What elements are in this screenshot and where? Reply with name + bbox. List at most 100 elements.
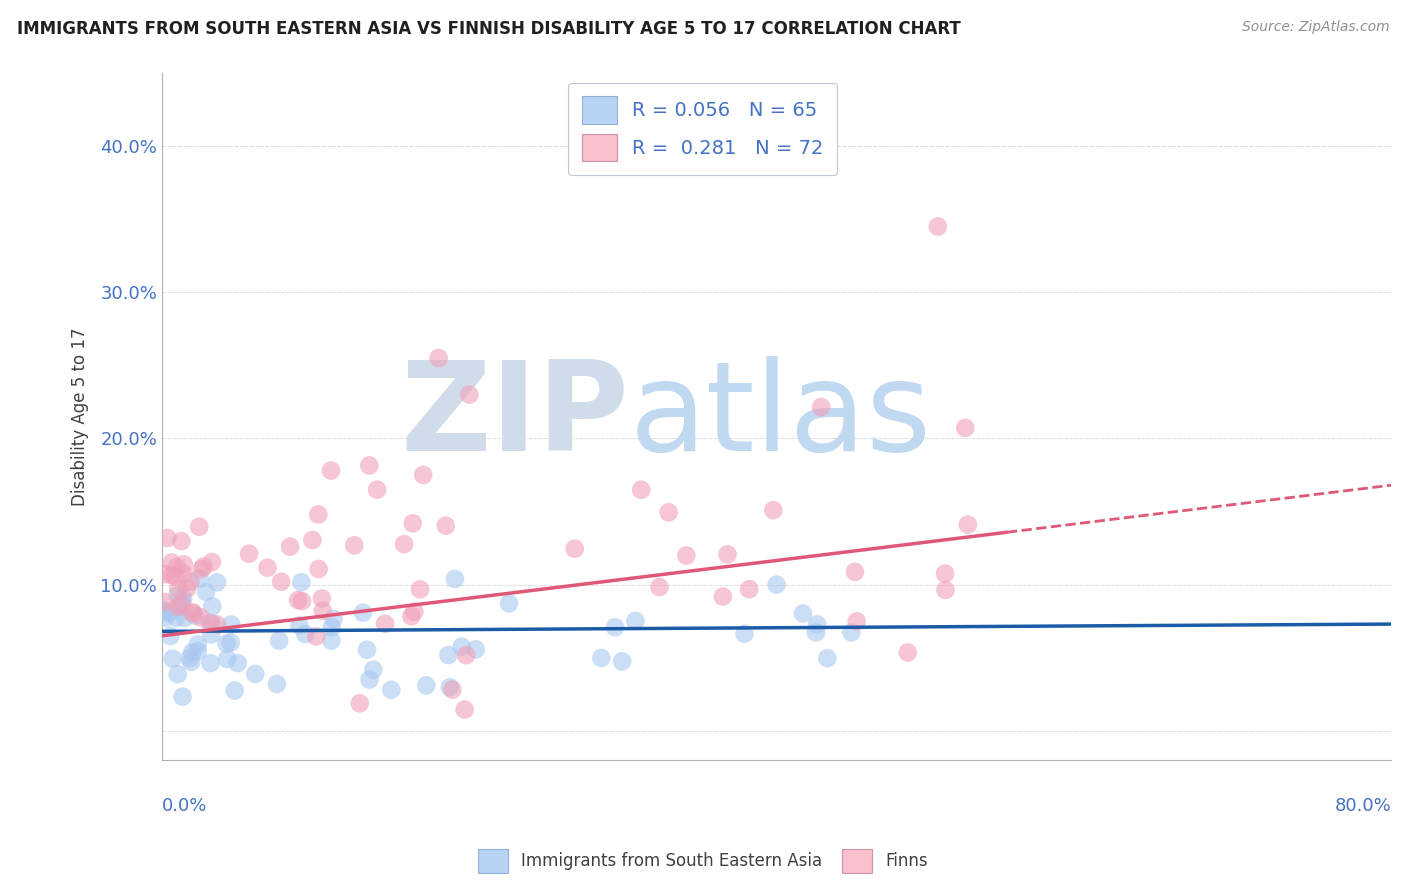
Point bbox=[427, 351, 450, 365]
Point bbox=[188, 572, 211, 586]
Point bbox=[934, 566, 956, 581]
Point bbox=[160, 568, 183, 582]
Point bbox=[181, 645, 204, 659]
Point bbox=[287, 593, 309, 607]
Point bbox=[380, 682, 402, 697]
Point bbox=[165, 569, 187, 583]
Point bbox=[401, 609, 423, 624]
Point bbox=[844, 565, 866, 579]
Point bbox=[181, 606, 204, 620]
Point bbox=[215, 637, 238, 651]
Point bbox=[412, 467, 434, 482]
Point bbox=[188, 520, 211, 534]
Point bbox=[311, 591, 333, 606]
Point bbox=[152, 603, 174, 617]
Point bbox=[256, 560, 278, 574]
Point bbox=[308, 562, 330, 576]
Point bbox=[658, 505, 681, 519]
Point bbox=[217, 652, 239, 666]
Point bbox=[195, 585, 218, 599]
Point bbox=[359, 458, 381, 473]
Point bbox=[266, 677, 288, 691]
Point bbox=[464, 642, 486, 657]
Point bbox=[165, 611, 187, 625]
Point bbox=[806, 617, 828, 632]
Text: 0.0%: 0.0% bbox=[162, 797, 208, 814]
Point bbox=[169, 600, 191, 615]
Point bbox=[356, 642, 378, 657]
Point bbox=[221, 617, 243, 632]
Point bbox=[226, 656, 249, 670]
Point bbox=[170, 534, 193, 549]
Point bbox=[765, 577, 787, 591]
Text: IMMIGRANTS FROM SOUTH EASTERN ASIA VS FINNISH DISABILITY AGE 5 TO 17 CORRELATION: IMMIGRANTS FROM SOUTH EASTERN ASIA VS FI… bbox=[17, 20, 960, 37]
Point bbox=[198, 615, 221, 630]
Point bbox=[172, 690, 194, 704]
Point bbox=[675, 549, 697, 563]
Text: Source: ZipAtlas.com: Source: ZipAtlas.com bbox=[1241, 20, 1389, 34]
Point bbox=[498, 596, 520, 610]
Point bbox=[322, 612, 344, 626]
Point bbox=[956, 517, 979, 532]
Point bbox=[307, 508, 329, 522]
Point bbox=[343, 538, 366, 552]
Point bbox=[193, 559, 215, 574]
Point bbox=[153, 605, 176, 619]
Point bbox=[172, 566, 194, 581]
Point bbox=[711, 590, 734, 604]
Point bbox=[434, 518, 457, 533]
Point bbox=[738, 582, 761, 597]
Point bbox=[173, 558, 195, 572]
Point bbox=[815, 651, 838, 665]
Point bbox=[733, 626, 755, 640]
Point bbox=[157, 606, 180, 620]
Point bbox=[153, 567, 176, 582]
Point bbox=[162, 651, 184, 665]
Point bbox=[453, 702, 475, 716]
Point bbox=[224, 683, 246, 698]
Point bbox=[359, 673, 381, 687]
Point bbox=[404, 605, 426, 619]
Point bbox=[437, 648, 460, 662]
Point bbox=[290, 575, 312, 590]
Point bbox=[792, 607, 814, 621]
Point bbox=[201, 616, 224, 631]
Point bbox=[201, 555, 224, 569]
Text: 80.0%: 80.0% bbox=[1334, 797, 1391, 814]
Point bbox=[591, 651, 613, 665]
Point bbox=[153, 595, 176, 609]
Point bbox=[564, 541, 586, 556]
Point bbox=[200, 627, 222, 641]
Point bbox=[166, 589, 188, 603]
Point bbox=[205, 575, 228, 590]
Point bbox=[402, 516, 425, 531]
Point bbox=[366, 483, 388, 497]
Point bbox=[319, 464, 342, 478]
Point bbox=[845, 615, 868, 629]
Point bbox=[201, 599, 224, 614]
Point bbox=[409, 582, 432, 597]
Point bbox=[321, 633, 343, 648]
Point bbox=[278, 540, 301, 554]
Point bbox=[179, 574, 201, 589]
Point bbox=[167, 582, 190, 597]
Point bbox=[179, 651, 201, 665]
Point bbox=[159, 629, 181, 643]
Point bbox=[166, 560, 188, 574]
Point bbox=[160, 556, 183, 570]
Point bbox=[439, 680, 461, 694]
Point bbox=[624, 614, 647, 628]
Point bbox=[181, 606, 204, 620]
Point bbox=[415, 678, 437, 692]
Point bbox=[321, 621, 343, 635]
Point bbox=[897, 646, 920, 660]
Y-axis label: Disability Age 5 to 17: Disability Age 5 to 17 bbox=[72, 327, 89, 506]
Point bbox=[294, 627, 316, 641]
Point bbox=[180, 655, 202, 669]
Point bbox=[166, 599, 188, 614]
Point bbox=[610, 654, 633, 668]
Point bbox=[456, 648, 478, 663]
Point bbox=[349, 697, 371, 711]
Point bbox=[716, 547, 738, 561]
Point bbox=[155, 611, 177, 625]
